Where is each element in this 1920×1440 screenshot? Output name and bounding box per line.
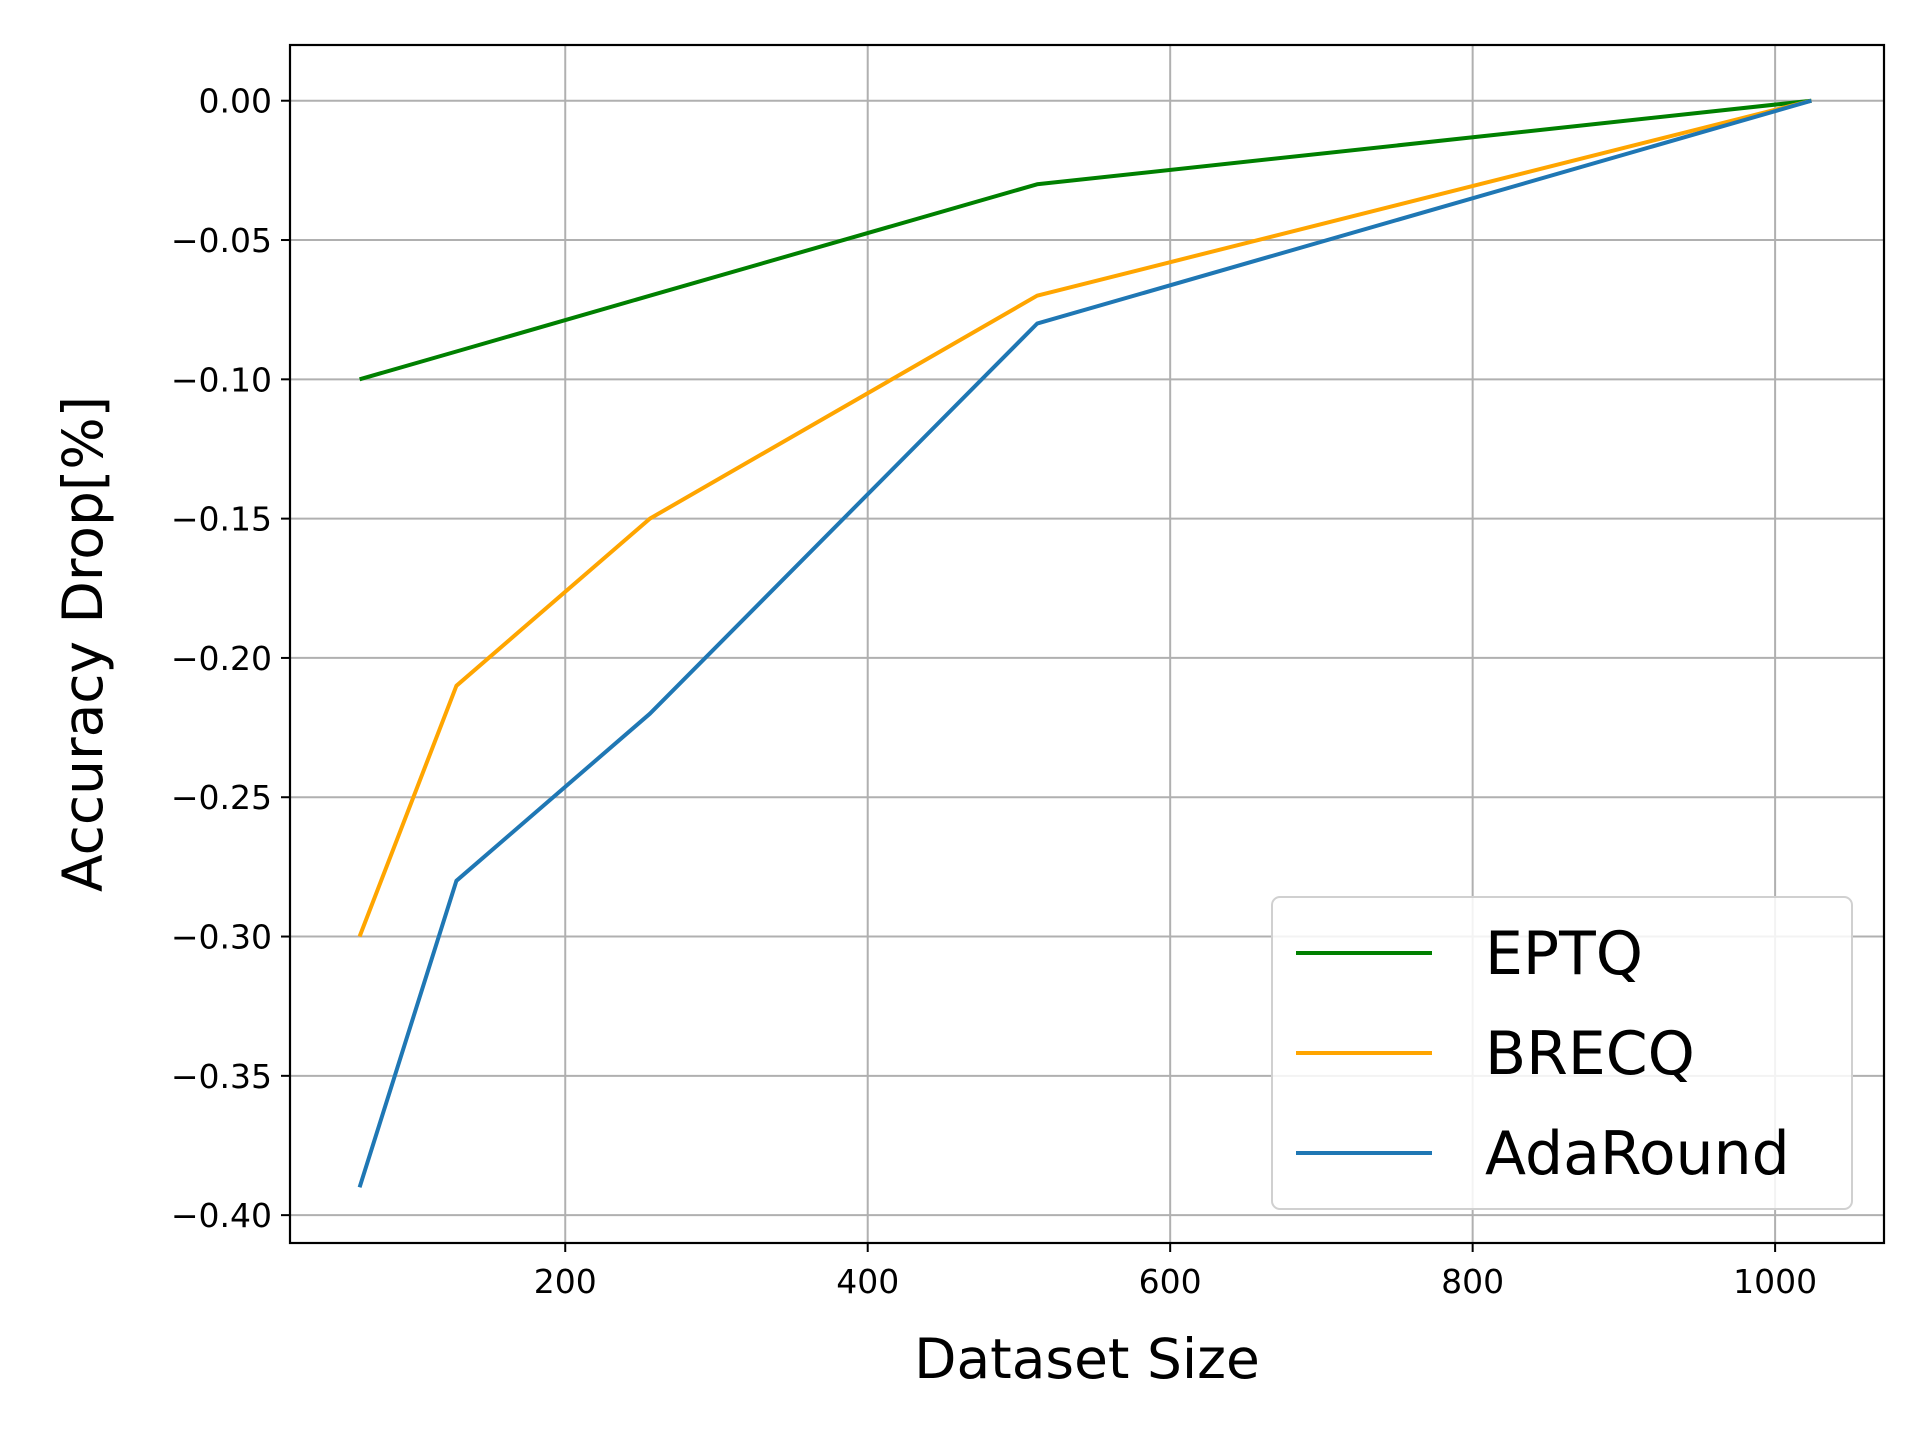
y-tick-label: −0.35 <box>171 1057 272 1096</box>
x-axis-title: Dataset Size <box>914 1327 1260 1391</box>
legend: EPTQ BRECQ AdaRound <box>1271 896 1853 1210</box>
series-line-brecq <box>357 98 1812 938</box>
y-tick-label: 0.00 <box>199 82 272 121</box>
series-line-adaround <box>357 98 1812 1188</box>
legend-label-brecq: BRECQ <box>1485 1019 1695 1089</box>
y-tick-label: −0.25 <box>171 778 272 817</box>
series-lines <box>357 98 1812 1188</box>
x-tick-label: 800 <box>1441 1262 1504 1301</box>
x-tick-label: 1000 <box>1733 1262 1817 1301</box>
legend-label-adaround: AdaRound <box>1485 1119 1790 1189</box>
y-tick-label: −0.05 <box>171 221 272 260</box>
legend-label-eptq: EPTQ <box>1485 919 1643 989</box>
axis-ticks: 200 400 600 800 1000 0.00 −0.05 −0.10 −0.15 −0.20… <box>171 82 1817 1301</box>
legend-box <box>1271 896 1853 1210</box>
y-tick-label: −0.20 <box>171 639 272 678</box>
y-tick-label: −0.40 <box>171 1196 272 1235</box>
y-tick-label: −0.10 <box>171 360 272 399</box>
y-tick-label: −0.30 <box>171 918 272 957</box>
plot-frame <box>288 43 1886 1245</box>
y-axis-title: Accuracy Drop[%] <box>51 396 115 892</box>
x-tick-label: 600 <box>1139 1262 1202 1301</box>
x-tick-label: 200 <box>534 1262 597 1301</box>
y-tick-label: −0.15 <box>171 500 272 539</box>
series-line-eptq <box>359 98 1812 382</box>
x-tick-label: 400 <box>836 1262 899 1301</box>
